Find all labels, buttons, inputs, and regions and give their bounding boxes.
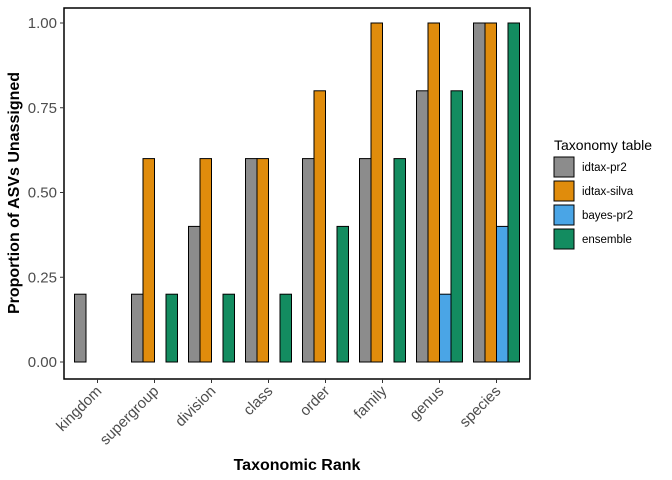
legend-label-idtax-pr2: idtax-pr2 (582, 162, 627, 174)
bar-idtax-silva-family (370, 22, 383, 363)
x-tick-label: genus (406, 383, 447, 424)
x-tick-label: supergroup (97, 383, 163, 449)
bar-idtax-pr2-division (188, 225, 201, 363)
legend: Taxonomy table idtax-pr2 idtax-silva bayes… (553, 137, 652, 250)
x-tick-label: family (351, 382, 391, 422)
legend-label-bayes-pr2: bayes-pr2 (582, 210, 633, 222)
bar-idtax-silva-order (313, 90, 326, 363)
legend-key-idtax-silva (553, 180, 575, 202)
bar-ensemble-genus (450, 90, 463, 363)
x-tick-label: division (172, 383, 219, 430)
bars-group (74, 22, 520, 363)
bar-ensemble-species (507, 22, 520, 363)
bar-idtax-pr2-supergroup (131, 293, 144, 363)
bar-idtax-pr2-family (359, 158, 372, 363)
legend-label-ensemble: ensemble (582, 234, 632, 246)
bar-idtax-silva-class (256, 158, 269, 363)
y-axis: 0.00 0.25 0.50 0.75 1.00 (28, 15, 64, 371)
plot-panel (63, 7, 531, 380)
bar-bayes-pr2-species (496, 225, 509, 363)
y-tick-label: 0.50 (28, 185, 57, 202)
bar-idtax-pr2-genus (416, 90, 429, 363)
bar-idtax-pr2-class (245, 158, 258, 363)
bar-idtax-silva-species (484, 22, 497, 363)
x-tick-label: order (297, 383, 334, 420)
bar-bayes-pr2-genus (439, 293, 452, 363)
legend-key-ensemble (553, 228, 575, 250)
bar-ensemble-division (222, 293, 235, 363)
bar-ensemble-order (336, 225, 349, 363)
x-tick-label: class (240, 383, 276, 419)
legend-key-idtax-pr2 (553, 156, 575, 178)
bar-ensemble-family (393, 158, 406, 363)
y-tick-label: 0.75 (28, 100, 57, 117)
bar-idtax-silva-genus (427, 22, 440, 363)
legend-label-idtax-silva: idtax-silva (582, 186, 634, 198)
y-tick-label: 0.25 (28, 269, 57, 286)
bar-idtax-pr2-order (302, 158, 315, 363)
bar-idtax-silva-supergroup (142, 158, 155, 363)
legend-title: Taxonomy table (554, 137, 652, 153)
bar-ensemble-supergroup (165, 293, 178, 363)
legend-key-bayes-pr2 (553, 204, 575, 226)
y-tick-label: 0.00 (28, 354, 57, 371)
x-tick-label: species (456, 383, 504, 431)
bar-ensemble-class (279, 293, 292, 363)
bar-idtax-pr2-kingdom (74, 293, 87, 363)
x-tick-label: kingdom (53, 383, 105, 435)
bar-idtax-silva-division (199, 158, 212, 363)
y-axis-title: Proportion of ASVs Unassigned (6, 72, 23, 314)
x-axis-title: Taxonomic Rank (234, 457, 361, 474)
y-tick-label: 1.00 (28, 15, 57, 32)
bar-idtax-pr2-species (473, 22, 486, 363)
